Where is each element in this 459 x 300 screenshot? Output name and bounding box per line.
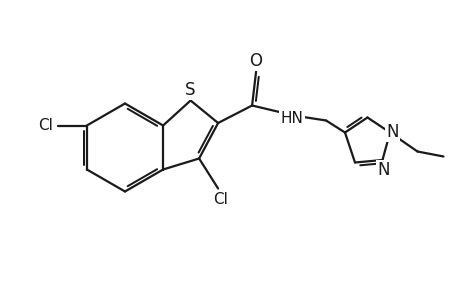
Text: N: N bbox=[376, 161, 389, 179]
Text: Cl: Cl bbox=[213, 192, 228, 207]
Text: N: N bbox=[386, 122, 398, 140]
Text: O: O bbox=[249, 52, 262, 70]
Text: Cl: Cl bbox=[38, 118, 53, 133]
Text: HN: HN bbox=[280, 110, 303, 125]
Text: S: S bbox=[185, 80, 196, 98]
